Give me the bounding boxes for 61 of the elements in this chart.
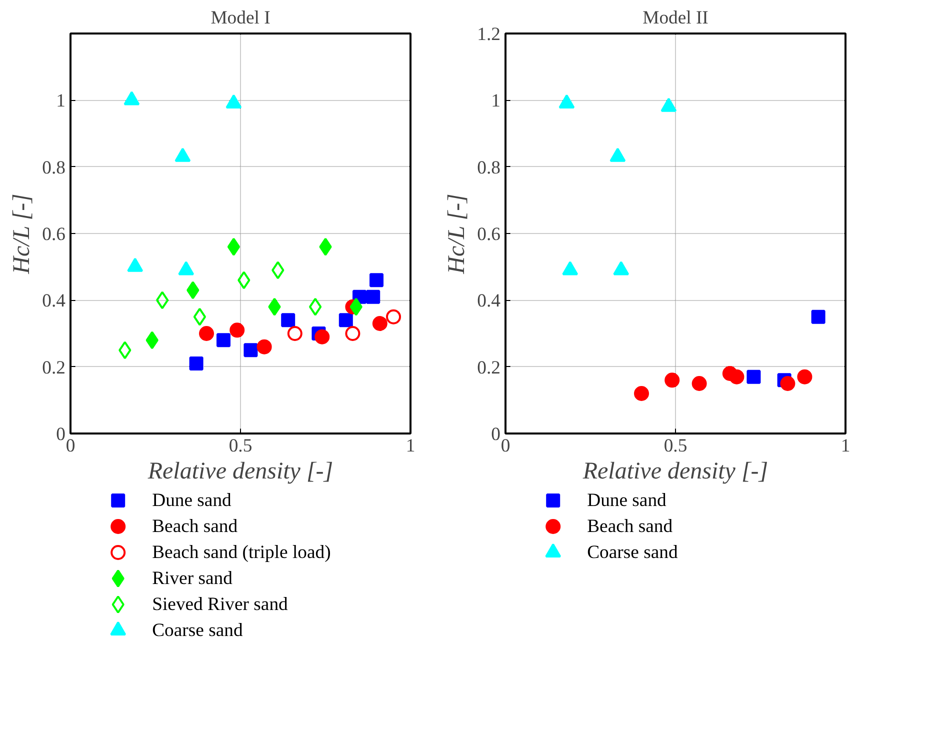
point [314,329,330,344]
y-tick-label: 0.8 [477,157,501,178]
point [319,238,332,256]
x-axis-title: Relative density [-] [146,458,334,484]
x-tick-label: 0.5 [228,436,252,456]
y-tick-label: 0.6 [477,224,501,245]
point [227,238,240,256]
x-tick-label: 1 [840,436,850,456]
chart-title: Model II [642,8,708,28]
legend-label: Beach sand [152,516,238,537]
point [308,298,322,316]
point [118,341,132,360]
legend-label: Beach sand (triple load) [152,542,331,563]
point [146,331,158,350]
point [345,326,360,341]
point [174,148,191,162]
legend-label: River sand [152,568,234,589]
y-tick-label: 0.2 [477,357,501,378]
y-axis-title: Hc/L [-] [9,194,36,275]
point [272,261,284,280]
point [178,261,194,276]
x-tick-label: 0.5 [664,436,688,456]
y-tick-label: 0.2 [42,357,66,378]
point [238,271,250,290]
point [281,313,296,328]
point [338,313,353,328]
legend-label: Dune sand [587,490,668,511]
point [189,356,204,370]
legend-label: Beach sand [587,516,674,537]
y-tick-label: 0.6 [42,224,66,245]
point [226,94,242,109]
point [230,322,245,338]
point [216,333,230,348]
y-tick-label: 0.4 [42,290,66,312]
legend-label: Coarse sand [152,620,244,641]
y-tick-label: 1 [56,90,66,112]
point [186,281,200,300]
point [350,298,362,316]
y-tick-label: 0.8 [42,157,66,178]
point [370,273,384,288]
point [199,326,214,341]
point [124,91,140,106]
y-axis-title: Hc/L [-] [444,194,470,275]
y-tick-label: 1.2 [477,24,501,45]
chart-title: Model I [210,8,270,28]
legend-label: Coarse sand [587,542,678,563]
point [244,343,258,358]
point [366,290,380,304]
y-tick-label: 0.4 [477,290,502,312]
x-tick-label: 1 [406,436,416,456]
point [268,298,281,316]
point [193,308,206,326]
point [256,339,272,354]
x-axis-title: Relative density [-] [582,458,768,484]
y-tick-label: 1 [491,90,500,112]
point [287,326,302,341]
point [372,316,388,331]
legend-label: Dune sand [152,490,232,511]
point [386,309,401,324]
legend-label: Sieved River sand [152,594,289,615]
point [156,291,169,310]
